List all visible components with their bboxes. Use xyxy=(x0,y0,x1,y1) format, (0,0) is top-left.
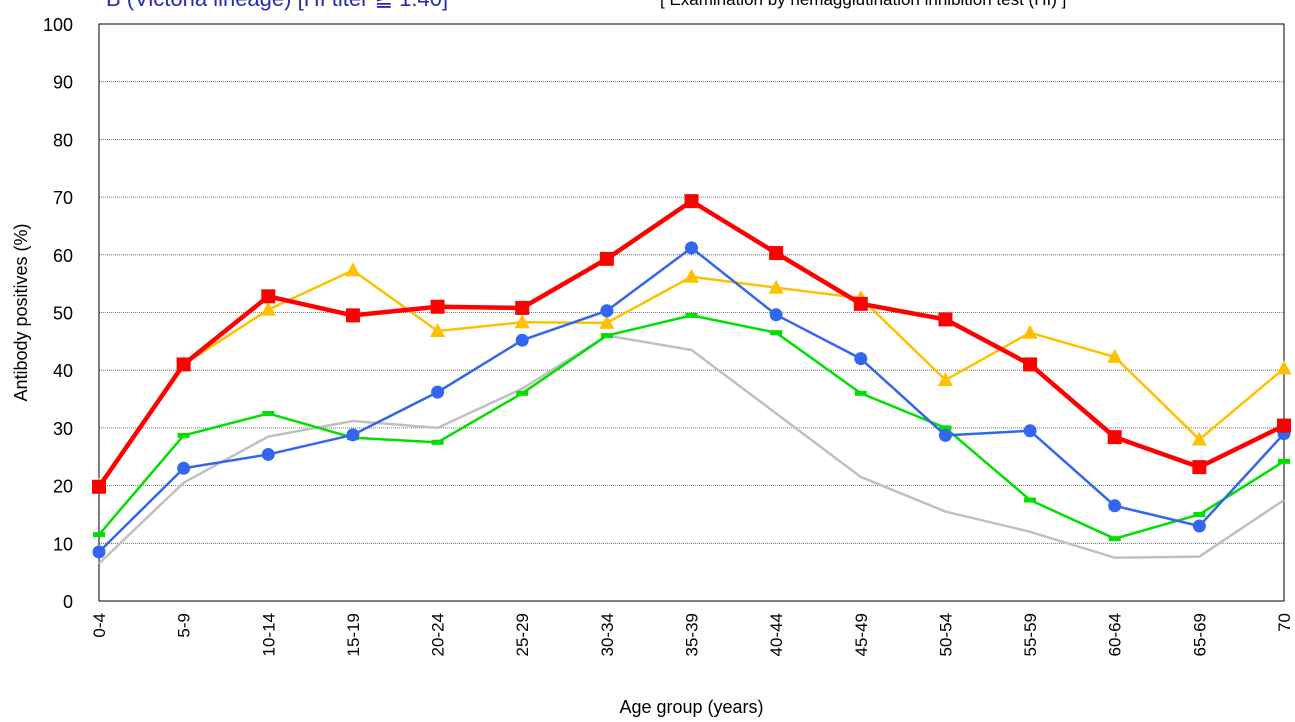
data-point xyxy=(1277,418,1291,433)
data-point xyxy=(176,357,191,372)
data-point xyxy=(177,432,190,438)
data-point xyxy=(261,447,275,461)
x-tick-label: 20-24 xyxy=(429,613,448,656)
data-point xyxy=(770,330,783,336)
y-tick-label: 30 xyxy=(53,419,73,439)
x-tick-label: 45-49 xyxy=(852,613,871,656)
data-point xyxy=(1276,360,1292,375)
data-point xyxy=(600,304,614,318)
x-tick-labels: 0-4 5-9 10-14 15-19 20-24 25-29 30-34 35-39 40-4… xyxy=(90,613,1294,656)
data-point xyxy=(92,479,106,494)
data-point xyxy=(431,385,445,399)
data-point xyxy=(431,439,444,445)
data-point xyxy=(514,314,530,329)
x-tick-label: 35-39 xyxy=(683,613,702,656)
y-tick-label: 60 xyxy=(53,246,73,266)
x-tick-label: 10-14 xyxy=(259,613,278,656)
y-tick-label: 50 xyxy=(53,304,73,324)
data-point xyxy=(769,246,784,261)
data-point xyxy=(1193,511,1206,517)
x-tick-label: 55-59 xyxy=(1021,613,1040,656)
data-point xyxy=(1107,430,1122,445)
plot-frame xyxy=(98,23,1285,602)
gridlines xyxy=(99,81,1284,544)
data-point xyxy=(599,251,614,266)
data-point xyxy=(1192,460,1207,475)
series-line xyxy=(98,246,1285,553)
x-tick-label: 70 xyxy=(1275,613,1294,632)
data-point xyxy=(345,308,360,323)
x-tick-label: 0-4 xyxy=(90,613,109,638)
data-point xyxy=(1192,519,1206,533)
data-point xyxy=(515,333,529,347)
data-point xyxy=(261,289,276,304)
x-tick-label: 5-9 xyxy=(175,613,194,638)
y-tick-label: 20 xyxy=(53,477,73,497)
data-point xyxy=(260,301,276,316)
x-tick-label: 50-54 xyxy=(936,613,955,656)
data-point xyxy=(939,425,952,431)
data-point xyxy=(1278,458,1290,464)
data-point xyxy=(854,390,867,396)
x-tick-label: 60-64 xyxy=(1106,613,1125,656)
series-3 xyxy=(92,241,1291,559)
data-point xyxy=(685,312,698,318)
y-tick-labels: 0 10 20 30 40 50 60 70 80 90 100 xyxy=(43,15,73,612)
x-tick-label: 65-69 xyxy=(1190,613,1209,656)
data-point xyxy=(937,372,953,387)
series-line xyxy=(98,334,1285,565)
data-point xyxy=(768,279,784,294)
data-point xyxy=(1191,431,1207,446)
data-point xyxy=(1108,536,1121,542)
data-point xyxy=(262,410,275,416)
data-point xyxy=(516,390,529,396)
data-point xyxy=(430,299,445,314)
data-point xyxy=(177,461,191,475)
data-point xyxy=(684,268,699,283)
y-tick-label: 0 xyxy=(63,592,73,612)
y-tick-label: 80 xyxy=(53,130,73,150)
x-tick-label: 15-19 xyxy=(344,613,363,656)
data-point xyxy=(684,194,699,209)
y-axis-label: Antibody positives (%) xyxy=(11,223,31,401)
data-point xyxy=(938,428,952,442)
data-point xyxy=(345,262,361,277)
y-tick-label: 40 xyxy=(53,361,73,381)
data-point xyxy=(599,314,615,329)
series-lines xyxy=(91,194,1292,565)
data-point xyxy=(93,532,105,538)
data-point xyxy=(1108,499,1122,513)
chart-title: B (Victoria lineage) [HI titer ≧ 1:40] xyxy=(106,0,448,12)
data-point xyxy=(1022,324,1038,339)
data-point xyxy=(769,308,783,322)
y-tick-label: 90 xyxy=(53,73,73,93)
data-point xyxy=(92,545,106,559)
data-point xyxy=(430,322,446,337)
data-point xyxy=(1107,348,1123,363)
series-1 xyxy=(93,312,1290,542)
y-tick-label: 100 xyxy=(43,15,73,35)
data-point xyxy=(854,352,868,366)
series-0 xyxy=(98,334,1285,565)
chart-subtitle: [ Examination by hemagglutination inhibi… xyxy=(660,0,1066,10)
data-point xyxy=(515,300,530,315)
data-point xyxy=(1023,357,1038,372)
x-tick-label: 25-29 xyxy=(513,613,532,656)
data-point xyxy=(938,312,953,327)
data-point xyxy=(853,296,868,311)
y-tick-label: 70 xyxy=(53,188,73,208)
x-tick-label: 40-44 xyxy=(767,613,786,656)
y-tick-label: 10 xyxy=(53,534,73,554)
data-point xyxy=(685,241,698,255)
x-tick-label: 30-34 xyxy=(598,613,617,656)
data-point xyxy=(1023,424,1037,438)
data-point xyxy=(346,428,360,442)
data-point xyxy=(600,333,613,339)
data-point xyxy=(1024,497,1037,503)
x-axis-label: Age group (years) xyxy=(619,697,763,717)
series-4 xyxy=(92,194,1291,494)
